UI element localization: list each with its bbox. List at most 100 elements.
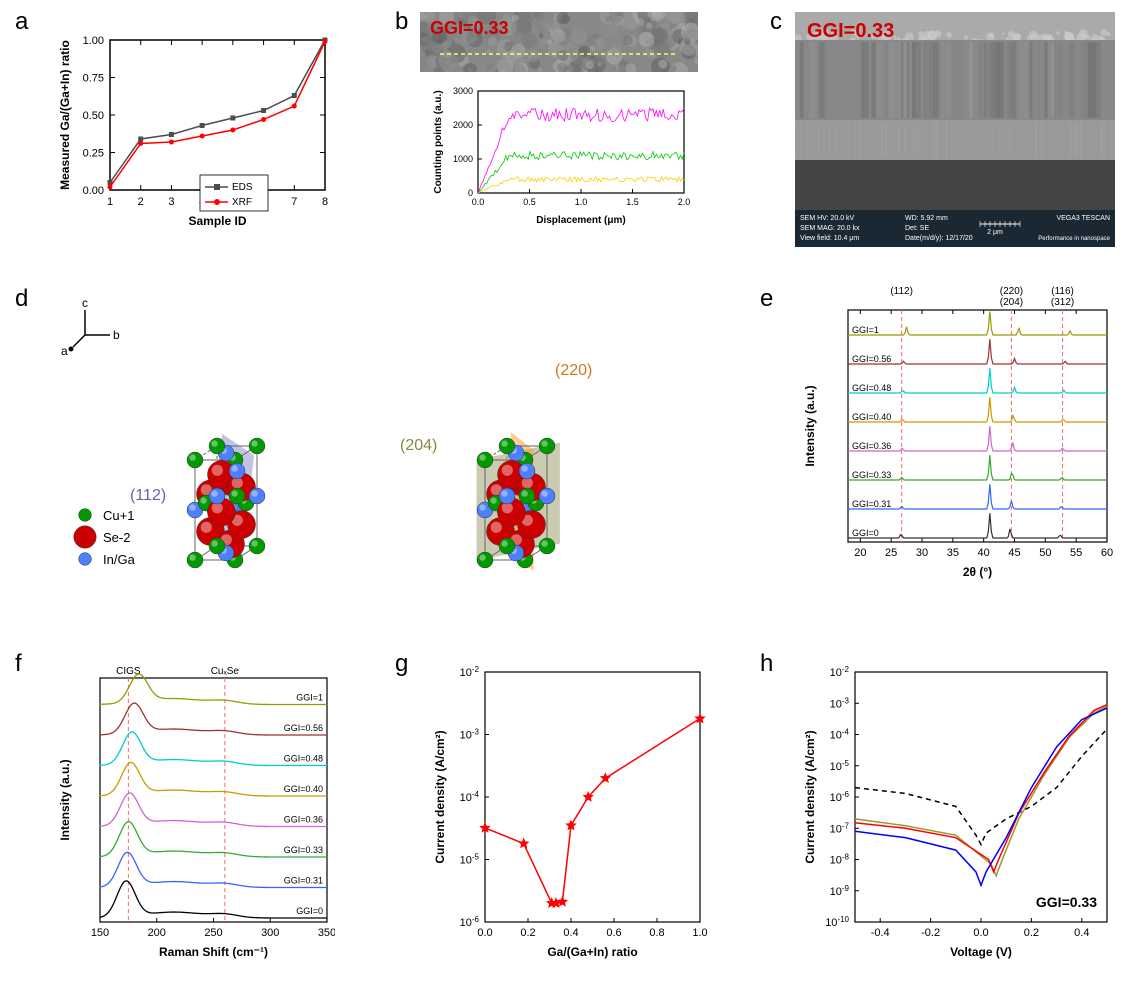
panel-d-label: d <box>15 285 28 313</box>
panel-h-label: h <box>760 650 773 678</box>
svg-text:0.4: 0.4 <box>563 927 578 939</box>
svg-text:0.0: 0.0 <box>973 927 988 939</box>
svg-text:35: 35 <box>947 547 959 559</box>
svg-text:10-8: 10-8 <box>830 852 850 867</box>
svg-text:Displacement (μm): Displacement (μm) <box>536 215 625 225</box>
panel-c-sem: SEM HV: 20.0 kVSEM MAG: 20.0 kxView fiel… <box>795 12 1115 247</box>
svg-text:Counting points (a.u.): Counting points (a.u.) <box>433 90 444 193</box>
svg-text:3000: 3000 <box>453 86 473 96</box>
svg-text:10-3: 10-3 <box>830 696 850 711</box>
svg-text:25: 25 <box>885 547 897 559</box>
svg-text:1.5: 1.5 <box>626 197 639 207</box>
svg-text:-0.4: -0.4 <box>871 927 890 939</box>
svg-text:GGI=0: GGI=0 <box>852 528 879 538</box>
svg-text:GGI=0.33: GGI=0.33 <box>284 845 323 855</box>
svg-text:45: 45 <box>1008 547 1020 559</box>
svg-text:2 μm: 2 μm <box>987 229 1003 236</box>
svg-text:3: 3 <box>168 196 174 208</box>
svg-text:0.2: 0.2 <box>520 927 535 939</box>
panel-h-iv: -0.4-0.20.00.20.410-1010-910-810-710-610… <box>800 660 1115 960</box>
svg-text:0: 0 <box>468 188 473 198</box>
svg-text:0.8: 0.8 <box>649 927 664 939</box>
svg-text:2.0: 2.0 <box>678 197 690 207</box>
svg-text:(112): (112) <box>890 286 913 297</box>
panel-g-jv: 0.00.20.40.60.81.010-610-510-410-310-2Ga… <box>430 660 710 960</box>
panel-f-raman: 150200250300350Raman Shift (cm⁻¹)Intensi… <box>55 660 335 960</box>
svg-text:GGI=0.36: GGI=0.36 <box>852 441 891 451</box>
svg-text:40: 40 <box>978 547 990 559</box>
svg-text:1.00: 1.00 <box>83 35 104 47</box>
svg-text:0.0: 0.0 <box>472 197 485 207</box>
svg-text:0.6: 0.6 <box>606 927 621 939</box>
svg-text:GGI=0.56: GGI=0.56 <box>852 354 891 364</box>
svg-text:GGI=1: GGI=1 <box>852 325 879 335</box>
svg-text:0.25: 0.25 <box>83 148 104 160</box>
svg-text:XRF: XRF <box>232 197 252 208</box>
svg-text:0.00: 0.00 <box>83 185 104 197</box>
svg-text:10-5: 10-5 <box>460 852 480 867</box>
svg-text:2: 2 <box>138 196 144 208</box>
svg-text:10-5: 10-5 <box>830 758 850 773</box>
svg-text:GGI=0.48: GGI=0.48 <box>852 383 891 393</box>
panel-a-chart: 123456780.000.250.500.751.00Sample IDMea… <box>55 30 335 230</box>
svg-text:CuₓSe: CuₓSe <box>211 666 240 677</box>
svg-text:(116): (116) <box>1051 286 1074 297</box>
svg-text:VEGA3 TESCAN: VEGA3 TESCAN <box>1056 215 1110 222</box>
svg-text:Intensity (a.u.): Intensity (a.u.) <box>58 759 72 840</box>
svg-text:WD: 5.92 mm: WD: 5.92 mm <box>905 215 948 222</box>
svg-text:0.75: 0.75 <box>83 73 104 85</box>
svg-text:GGI=0.33: GGI=0.33 <box>807 20 894 42</box>
svg-text:Measured Ga/(Ga+In) ratio: Measured Ga/(Ga+In) ratio <box>58 40 72 190</box>
svg-text:10-2: 10-2 <box>830 665 850 680</box>
svg-text:0.4: 0.4 <box>1074 927 1089 939</box>
svg-text:Sample ID: Sample ID <box>188 214 246 228</box>
svg-text:GGI=0.40: GGI=0.40 <box>852 412 891 422</box>
svg-text:Current density (A/cm²): Current density (A/cm²) <box>803 730 817 863</box>
panel-c-label: c <box>770 8 782 36</box>
svg-text:1: 1 <box>107 196 113 208</box>
svg-text:0.5: 0.5 <box>523 197 536 207</box>
svg-text:c: c <box>82 296 88 310</box>
svg-text:2000: 2000 <box>453 120 473 130</box>
svg-text:8: 8 <box>322 196 328 208</box>
svg-text:10-3: 10-3 <box>460 727 480 742</box>
svg-text:(220): (220) <box>1000 286 1023 297</box>
panel-b-label: b <box>395 8 408 36</box>
panel-g-label: g <box>395 650 408 678</box>
svg-text:Performance in nanospace: Performance in nanospace <box>1038 236 1110 242</box>
svg-text:2θ (°): 2θ (°) <box>963 565 992 579</box>
svg-text:10-2: 10-2 <box>460 665 480 680</box>
svg-text:SEM HV: 20.0 kV: SEM HV: 20.0 kV <box>800 215 855 222</box>
panel-e-label: e <box>760 285 773 313</box>
svg-text:1.0: 1.0 <box>575 197 588 207</box>
svg-text:0.50: 0.50 <box>83 110 104 122</box>
svg-text:View field: 10.4 μm: View field: 10.4 μm <box>800 235 859 242</box>
svg-text:Date(m/d/y): 12/17/20: Date(m/d/y): 12/17/20 <box>905 235 973 242</box>
svg-text:GGI=1: GGI=1 <box>296 693 323 703</box>
svg-text:GGI=0.33: GGI=0.33 <box>852 470 891 480</box>
svg-text:300: 300 <box>261 927 279 939</box>
svg-text:-0.2: -0.2 <box>921 927 940 939</box>
svg-text:50: 50 <box>1039 547 1051 559</box>
svg-text:(112): (112) <box>130 487 166 504</box>
svg-text:GGI=0.33: GGI=0.33 <box>430 18 509 38</box>
svg-text:0.0: 0.0 <box>477 927 492 939</box>
svg-text:(312): (312) <box>1051 297 1074 308</box>
svg-text:EDS: EDS <box>232 182 253 193</box>
svg-text:GGI=0.40: GGI=0.40 <box>284 784 323 794</box>
svg-text:(220): (220) <box>555 362 592 379</box>
svg-text:10-9: 10-9 <box>830 883 850 898</box>
svg-text:In/Ga: In/Ga <box>103 552 136 567</box>
svg-text:GGI=0.33: GGI=0.33 <box>1036 894 1097 910</box>
svg-text:20: 20 <box>854 547 866 559</box>
svg-text:CIGS: CIGS <box>116 666 141 677</box>
svg-text:Se-2: Se-2 <box>103 530 130 545</box>
svg-text:250: 250 <box>204 927 222 939</box>
svg-text:a: a <box>61 344 68 358</box>
panel-d-structure: cba(112)(220)(204)Cu+1Se-2In/Ga <box>55 295 695 595</box>
svg-text:30: 30 <box>916 547 928 559</box>
panel-e-xrd: 2025303540455055602θ (°)Intensity (a.u.)… <box>800 280 1115 580</box>
svg-text:(204): (204) <box>400 437 437 454</box>
svg-text:10-10: 10-10 <box>825 915 849 930</box>
svg-text:Ga/(Ga+In) ratio: Ga/(Ga+In) ratio <box>547 945 637 959</box>
